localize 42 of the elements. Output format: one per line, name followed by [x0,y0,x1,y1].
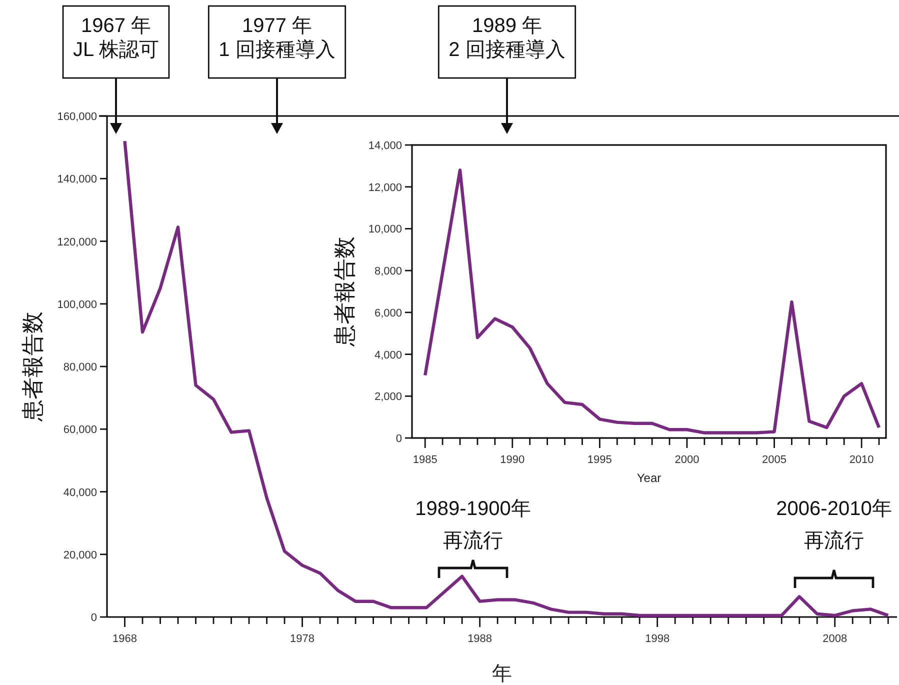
y-tick-label: 80,000 [63,362,97,374]
y-tick-label: 120,000 [57,236,97,248]
annotation: 1989-1900年 [415,498,531,520]
x-axis-title: 年 [492,663,512,685]
y-tick-label: 140,000 [57,174,97,186]
annotation: 再流行 [443,530,503,552]
y-tick-label: 160,000 [57,111,97,123]
annotation: 1977 年 1 回接種導入 [208,5,346,134]
x-tick-label: 2008 [822,633,848,645]
y-tick-label: 4,000 [374,349,402,362]
line-series [423,168,881,434]
x-tick-label: 1998 [645,633,670,645]
annotation: 再流行 [794,530,874,588]
x-tick-label: 1978 [290,633,315,645]
x-tick-label: 2000 [674,454,700,466]
y-tick-label: 2,000 [374,391,402,404]
x-tick-label: 1985 [412,454,438,466]
annotation: 再流行 [438,530,508,578]
annotation: 再流行 [804,530,864,552]
y-tick-label: 20,000 [63,549,97,562]
x-axis-title: Year [636,471,662,485]
y-tick-label: 14,000 [368,140,402,152]
x-tick-label: 1995 [587,454,612,466]
x-tick-label: 2010 [849,454,874,466]
x-tick-label: 1988 [468,633,492,645]
y-tick-label: 100,000 [57,298,97,311]
y-axis-title: 患者報告数 [332,236,357,348]
y-tick-label: 6,000 [374,307,402,320]
annotation: 1989 年 2 回接種導入 [438,5,576,134]
y-tick-label: 10,000 [368,224,402,236]
y-tick-label: 40,000 [63,486,97,499]
x-tick-label: 1968 [112,633,137,645]
annotation: 2006-2010年 [776,498,892,520]
y-tick-label: 8,000 [374,266,402,278]
y-tick-label: 0 [90,612,97,624]
line-series [123,139,890,618]
y-tick-label: 60,000 [63,424,97,436]
y-tick-label: 12,000 [368,182,402,194]
y-tick-label: 0 [396,433,402,445]
x-tick-label: 1990 [500,454,525,466]
x-tick-label: 2005 [762,454,787,466]
y-axis-title: 患者報告数 [20,312,45,422]
